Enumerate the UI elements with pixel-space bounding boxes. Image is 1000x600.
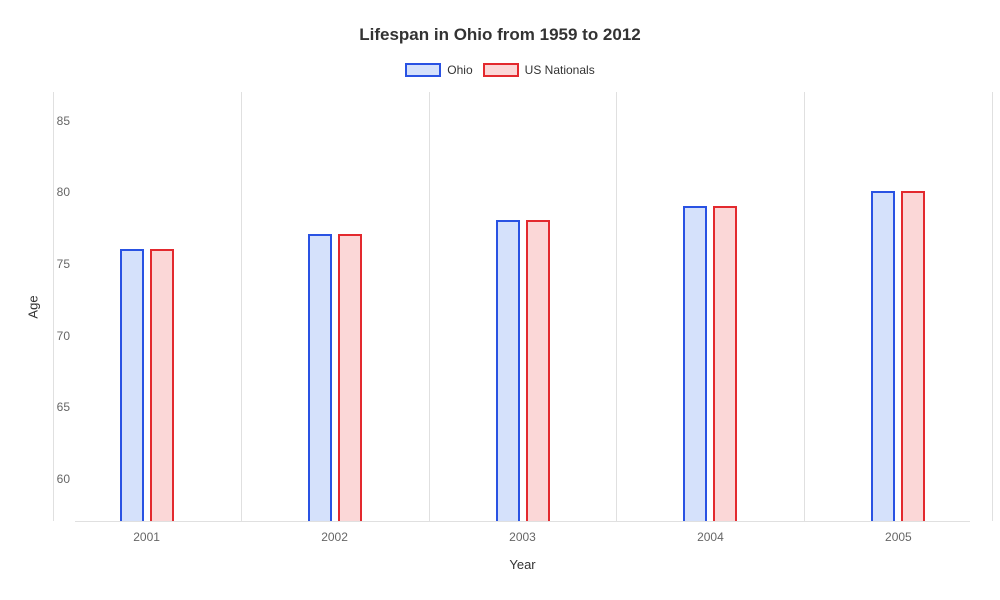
x-tick: 2005: [885, 530, 912, 544]
plot-area: Age 606570758085: [75, 92, 970, 522]
x-tick: 2004: [697, 530, 724, 544]
legend-label: US Nationals: [525, 63, 595, 77]
legend-swatch: [405, 63, 441, 77]
x-tick: 2002: [321, 530, 348, 544]
bar: [713, 206, 737, 521]
y-tick: 80: [30, 185, 70, 199]
gridline: [53, 92, 54, 521]
x-axis: Year 2001 2002 2003 2004 2005: [75, 522, 970, 572]
bar-group: [308, 234, 362, 521]
legend-item: Ohio: [405, 63, 472, 77]
bar-group: [871, 191, 925, 521]
bar: [901, 191, 925, 521]
legend-swatch: [483, 63, 519, 77]
bar: [308, 234, 332, 521]
y-axis: 60 65 70 75 80 85: [30, 92, 70, 522]
gridline: [241, 92, 242, 521]
x-tick: 2001: [133, 530, 160, 544]
y-tick: 60: [30, 472, 70, 486]
bar: [150, 249, 174, 521]
y-tick: 70: [30, 329, 70, 343]
bar: [683, 206, 707, 521]
bar: [526, 220, 550, 521]
bar: [871, 191, 895, 521]
legend-label: Ohio: [447, 63, 472, 77]
bar-group: [120, 249, 174, 521]
y-tick: 65: [30, 400, 70, 414]
gridline: [804, 92, 805, 521]
chart-container: Lifespan in Ohio from 1959 to 2012 Ohio U…: [0, 0, 1000, 600]
gridline: [992, 92, 993, 521]
x-axis-label: Year: [509, 557, 535, 572]
bar-group: [496, 220, 550, 521]
bar: [496, 220, 520, 521]
bar: [120, 249, 144, 521]
gridline: [616, 92, 617, 521]
chart-title: Lifespan in Ohio from 1959 to 2012: [20, 25, 980, 45]
y-tick: 75: [30, 257, 70, 271]
bar-group: [683, 206, 737, 521]
bar: [338, 234, 362, 521]
plot: [75, 92, 970, 522]
legend: Ohio US Nationals: [20, 63, 980, 77]
x-tick: 2003: [509, 530, 536, 544]
y-tick: 85: [30, 114, 70, 128]
legend-item: US Nationals: [483, 63, 595, 77]
gridline: [429, 92, 430, 521]
